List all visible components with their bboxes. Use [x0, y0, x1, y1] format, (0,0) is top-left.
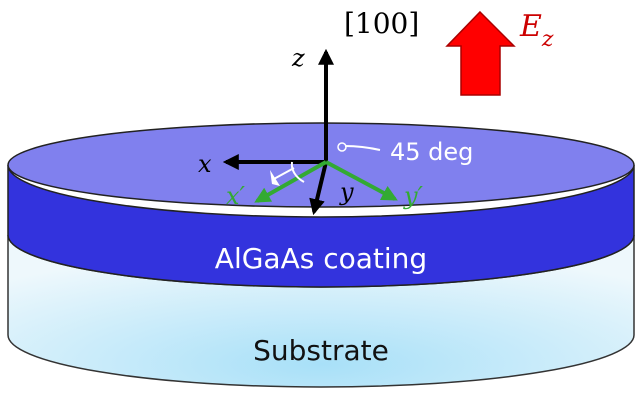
x-prime-axis-label: x′ — [226, 182, 246, 210]
angle-label: 45 deg — [390, 138, 473, 166]
y-prime-axis-label: y′ — [403, 182, 424, 210]
coating-label: AlGaAs coating — [215, 242, 427, 275]
y-axis-arrow — [309, 161, 328, 216]
direction-label: [100] — [344, 7, 419, 40]
field-label-symbol: E — [519, 9, 542, 44]
substrate-label: Substrate — [253, 334, 389, 367]
x-prime-axis-arrow — [254, 160, 327, 203]
electric-field-arrow — [445, 10, 516, 96]
y-prime-axis-arrow — [325, 160, 398, 201]
field-label-subscript: z — [541, 27, 554, 52]
x-axis-label: x — [198, 150, 212, 178]
y-axis-label: y — [339, 178, 354, 206]
z-axis-label: z — [291, 44, 305, 72]
angle-annotation — [270, 142, 381, 186]
field-label: Ez — [519, 9, 554, 52]
